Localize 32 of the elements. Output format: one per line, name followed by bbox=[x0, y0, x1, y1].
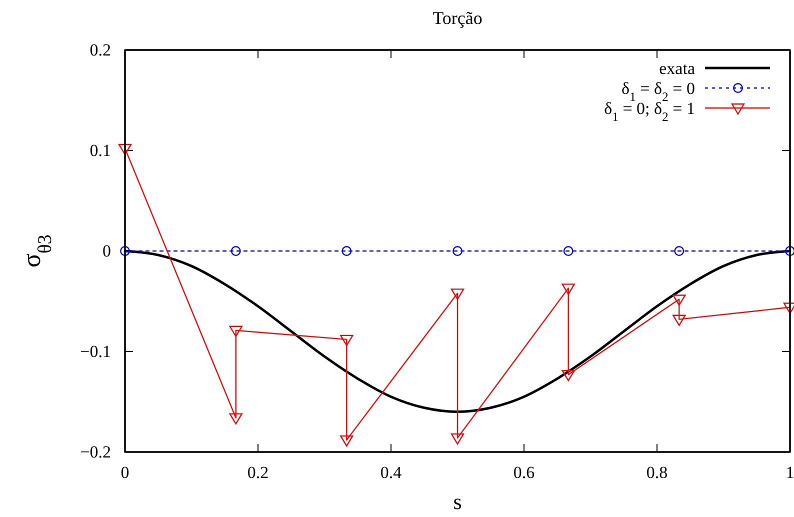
x-tick-label: 0.2 bbox=[247, 463, 269, 482]
point bbox=[340, 334, 354, 346]
point bbox=[230, 246, 241, 256]
y-tick-label: −0.2 bbox=[80, 442, 111, 462]
point bbox=[452, 246, 462, 256]
point bbox=[562, 370, 575, 382]
point bbox=[563, 246, 574, 256]
point bbox=[672, 294, 686, 306]
y-tick-label: 0.2 bbox=[90, 40, 111, 60]
x-axis-title: s bbox=[453, 489, 462, 514]
point bbox=[562, 284, 575, 295]
x-tick-label: 1 bbox=[786, 463, 794, 482]
point bbox=[672, 314, 686, 326]
x-tick-label: 0 bbox=[120, 463, 130, 482]
x-tick-label: 0.4 bbox=[380, 463, 402, 482]
point bbox=[450, 433, 464, 445]
chart-title: Torção bbox=[432, 8, 482, 28]
point bbox=[118, 144, 132, 156]
y-tick-label: −0.1 bbox=[80, 342, 111, 361]
point bbox=[674, 246, 684, 256]
point bbox=[229, 326, 242, 337]
point bbox=[120, 246, 130, 256]
y-tick-label: 0.1 bbox=[90, 140, 111, 160]
point bbox=[229, 413, 242, 424]
y-tick-label: 0 bbox=[102, 241, 111, 260]
legend-label: exata bbox=[659, 59, 696, 78]
x-tick-label: 0.8 bbox=[646, 463, 668, 482]
x-tick-label: 0.6 bbox=[513, 463, 535, 482]
point bbox=[342, 246, 352, 256]
point bbox=[450, 288, 464, 300]
point bbox=[785, 246, 794, 256]
point bbox=[340, 435, 354, 447]
